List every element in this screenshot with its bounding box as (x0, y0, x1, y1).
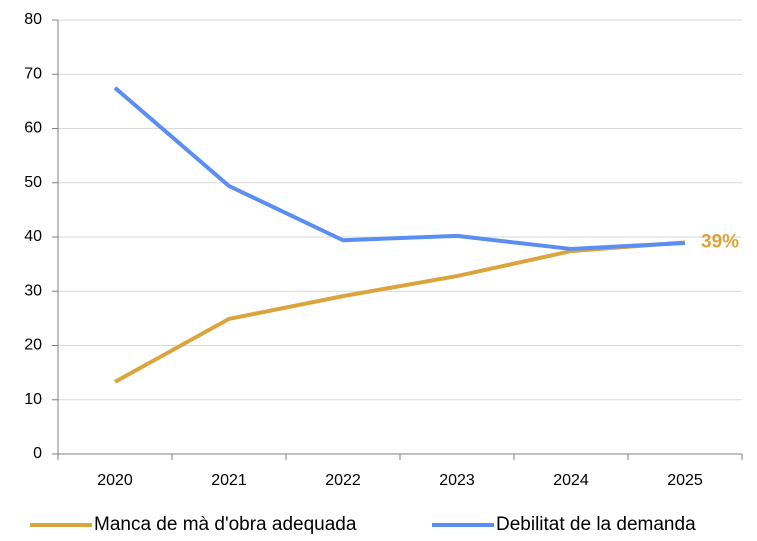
y-tick-label: 60 (24, 120, 42, 137)
y-tick-label: 40 (24, 228, 42, 245)
x-tick-label: 2022 (325, 472, 361, 489)
y-tick-label: 30 (24, 282, 42, 299)
line-series (114, 240, 686, 384)
y-tick-label: 10 (24, 391, 42, 408)
y-tick-label: 0 (33, 445, 42, 462)
x-tick-label: 2023 (439, 472, 475, 489)
x-tick-label: 2020 (97, 472, 133, 489)
x-tick-label: 2021 (211, 472, 247, 489)
y-tick-label: 20 (24, 337, 42, 354)
x-tick-label: 2025 (667, 472, 703, 489)
y-tick-label: 50 (24, 174, 42, 191)
line-series (113, 86, 686, 251)
y-tick-label: 70 (24, 65, 42, 82)
x-tick-label: 2024 (553, 472, 589, 489)
y-tick-label: 80 (24, 11, 42, 28)
legend-label: Manca de mà d'obra adequada (94, 514, 357, 535)
data-label: 39% (701, 231, 739, 252)
legend-label: Debilitat de la demanda (496, 514, 696, 535)
